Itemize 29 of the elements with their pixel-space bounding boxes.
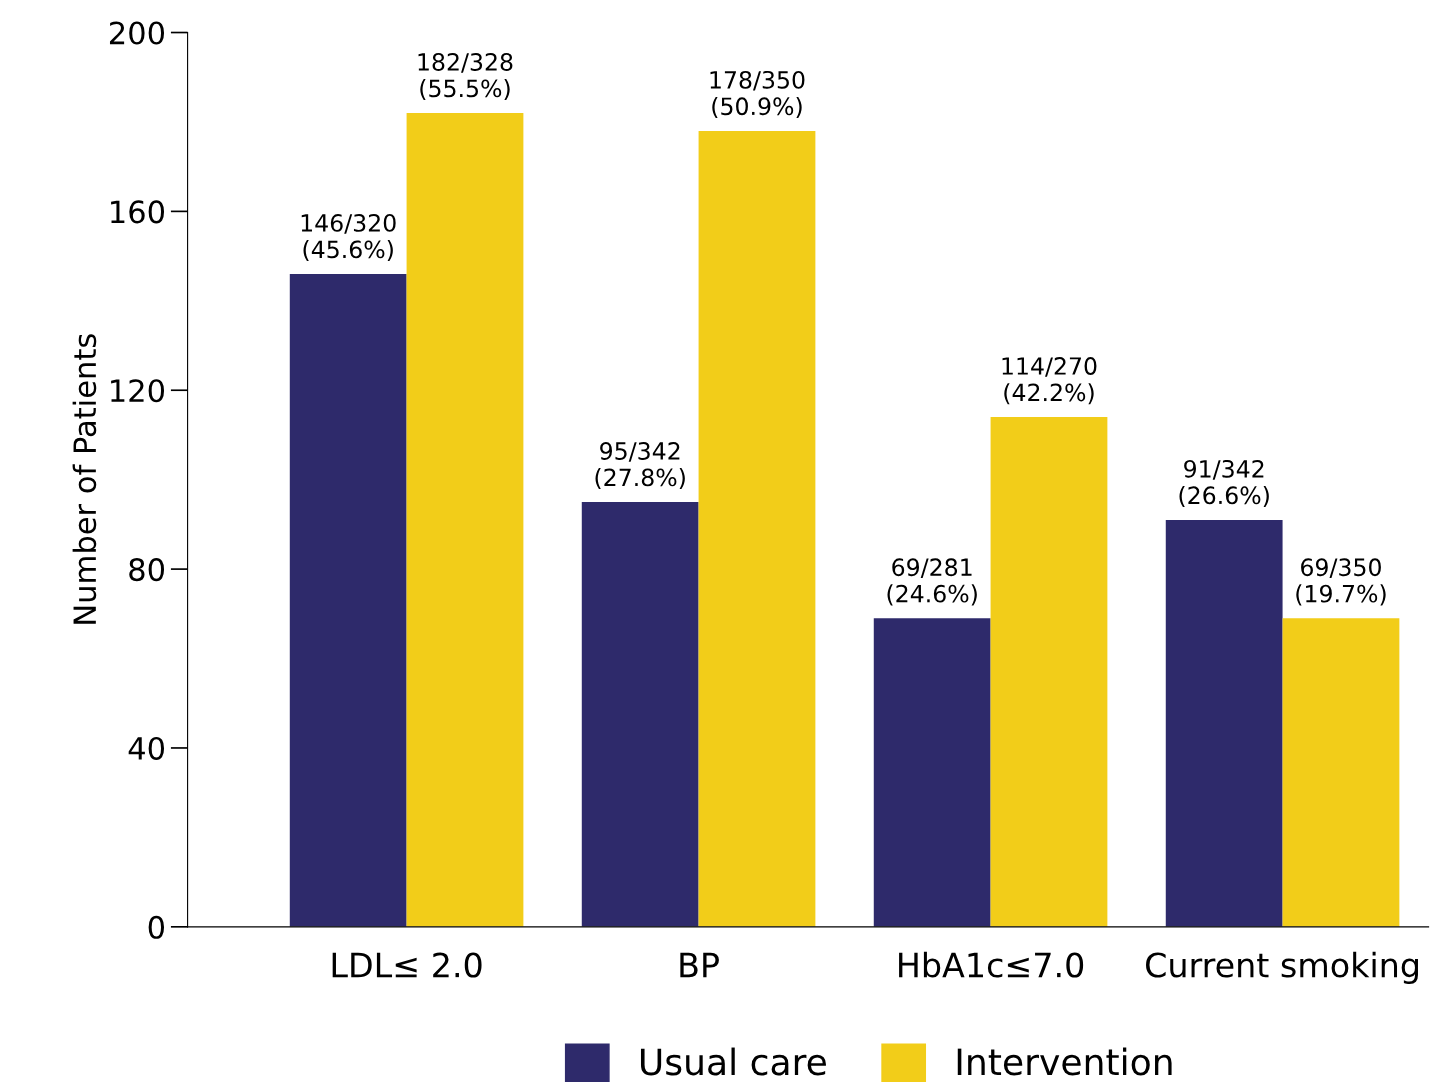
y-tick-label: 120 [111,379,165,403]
x-tick-label: BP [680,952,719,978]
bar [289,273,407,927]
bar [698,130,816,927]
y-tick-label: 80 [129,558,165,582]
x-tick-label: HbA1c≤7.0 [899,951,1084,978]
bar [1282,618,1400,927]
data-label: 182/328 (55.5%) [418,53,513,101]
bar [1165,519,1283,927]
data-label: 91/342 (26.6%) [1179,459,1269,508]
y-axis-title: Number of Patients [72,334,97,624]
y-tick-label: 200 [109,21,165,45]
bar [406,113,524,927]
bar [873,618,991,927]
legend-label: Usual care [640,1047,826,1076]
bar [990,417,1108,927]
y-tick-label: 40 [128,736,165,760]
data-label: 178/350 (50.9%) [710,70,805,118]
data-label: 146/320 (45.6%) [301,214,396,262]
x-tick-label: Current smoking [1146,951,1418,985]
y-tick-label: 160 [111,200,165,224]
bar [581,502,699,927]
data-label: 69/350 (19.7%) [1296,558,1386,606]
y-tick-label: 0 [148,915,165,939]
data-label: 114/270 (42.2%) [1002,357,1097,405]
x-tick-label: LDL≤ 2.0 [332,952,482,978]
data-label: 95/342 (27.8%) [595,442,685,490]
legend-label: Intervention [957,1047,1172,1076]
data-label: 69/281 (24.6%) [887,558,977,606]
